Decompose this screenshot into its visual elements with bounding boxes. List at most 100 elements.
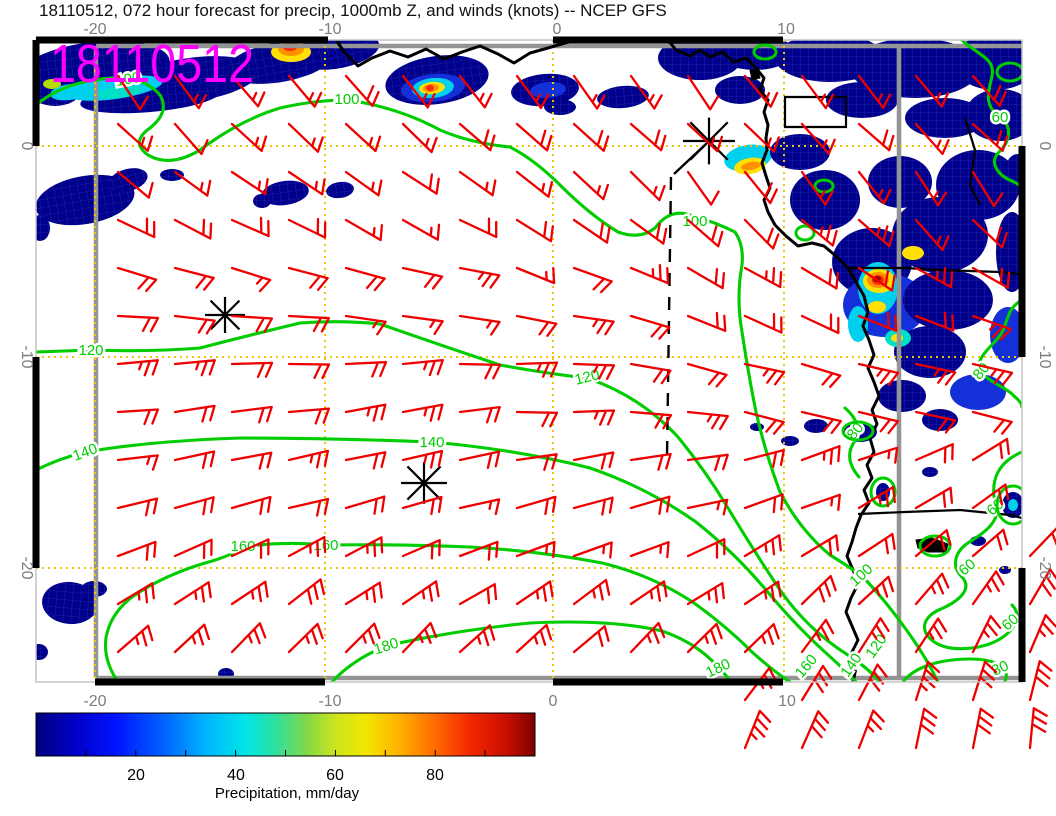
wind-barb <box>629 314 671 340</box>
wind-barb <box>629 74 663 110</box>
wind-barb <box>572 496 614 516</box>
wind-barb <box>230 216 270 238</box>
wind-barb <box>458 217 498 239</box>
wind-barb <box>116 454 159 471</box>
wind-barb <box>800 410 843 435</box>
wind-barb <box>458 122 496 152</box>
colorbar-tick-label: 40 <box>227 767 245 784</box>
wind-barb <box>116 540 157 561</box>
wind-barb <box>686 311 727 332</box>
wind-barb <box>686 498 729 516</box>
x-axis-tick-top: -10 <box>318 21 341 38</box>
station-asterisk <box>683 117 735 165</box>
wind-barb <box>914 218 950 252</box>
wind-barb <box>743 623 780 654</box>
wind-barb <box>287 266 329 291</box>
wind-barb <box>857 122 895 152</box>
colorbar-tick-label: 80 <box>426 767 444 784</box>
wind-barb <box>287 407 331 425</box>
wind-barb <box>1028 527 1056 558</box>
wind-barb <box>401 314 444 336</box>
wind-barb <box>629 362 672 385</box>
x-axis-tick-bottom: -10 <box>318 693 341 710</box>
wind-barb <box>971 528 1009 558</box>
wind-barb <box>344 266 386 292</box>
wind-barb <box>629 452 672 471</box>
wind-barb <box>344 170 383 197</box>
wind-barb <box>173 404 216 423</box>
wind-barb <box>515 623 553 654</box>
wind-barb <box>629 495 671 515</box>
wind-barb <box>686 170 720 206</box>
precip-blob <box>326 181 354 199</box>
colorbar-tick-label: 20 <box>127 767 145 784</box>
wind-barb <box>230 451 273 470</box>
x-axis-tick-top: -20 <box>83 21 106 38</box>
wind-barb <box>971 74 1007 107</box>
wind-barb <box>173 266 215 291</box>
wind-barb <box>458 624 496 654</box>
wind-barb <box>344 360 388 378</box>
wind-barb <box>971 122 1009 152</box>
wind-barb <box>230 538 270 559</box>
wind-barb <box>857 446 899 464</box>
station-markers <box>205 117 735 504</box>
wind-barb <box>287 622 324 654</box>
y-axis-tick-right: 0 <box>1036 142 1053 151</box>
wind-barb <box>857 617 890 654</box>
wind-barb <box>914 529 952 558</box>
x-axis-tick-top: 0 <box>553 21 562 38</box>
wind-barb <box>629 541 670 559</box>
wind-barb <box>572 266 613 294</box>
wind-barb <box>743 534 782 558</box>
wind-barb <box>401 358 444 377</box>
x-axis-tick-bottom: 0 <box>549 693 558 710</box>
wind-barb <box>629 580 668 606</box>
precip-blob <box>50 83 90 101</box>
wind-barb <box>914 266 954 289</box>
wind-barb <box>173 218 213 240</box>
wind-barb <box>800 313 840 335</box>
wind-barb <box>914 74 950 108</box>
precip-blob <box>253 194 271 208</box>
wind-barb <box>344 218 384 242</box>
wind-barb <box>287 74 323 108</box>
wind-barb <box>173 581 212 606</box>
model-datestamp: 18110512 <box>50 34 254 94</box>
wind-barb <box>629 621 666 654</box>
wind-barb <box>686 538 726 559</box>
wind-barb <box>116 582 155 606</box>
wind-barb <box>857 74 892 109</box>
wind-barb <box>572 541 613 559</box>
precip-blob <box>804 419 828 433</box>
wind-barb <box>458 450 501 470</box>
wind-barb <box>401 621 438 654</box>
wind-barb <box>914 617 948 654</box>
wind-barb <box>971 170 1004 208</box>
wind-barb <box>173 170 212 197</box>
wind-barb <box>344 403 387 422</box>
contour-label: 120 <box>78 342 103 359</box>
wind-barb <box>971 707 995 750</box>
wind-barb <box>914 311 955 332</box>
contour-label: 100 <box>682 213 707 230</box>
wind-barb <box>800 710 830 750</box>
precip-blob <box>36 644 48 660</box>
wind-barb <box>515 453 558 471</box>
precip-blob <box>160 169 184 181</box>
wind-barb <box>971 437 1010 462</box>
wind-barb <box>1028 568 1056 606</box>
wind-barb <box>230 495 272 516</box>
wind-barb <box>287 217 327 239</box>
wind-barb <box>515 540 556 559</box>
wind-barb <box>914 443 954 464</box>
wind-barb <box>401 266 444 290</box>
wind-barb <box>800 493 841 511</box>
precip-blob <box>905 98 985 138</box>
wind-barb <box>230 122 268 153</box>
wind-barb <box>116 497 159 517</box>
wind-barb <box>971 266 1011 289</box>
wind-barb <box>743 448 785 468</box>
wind-barb <box>515 74 550 110</box>
